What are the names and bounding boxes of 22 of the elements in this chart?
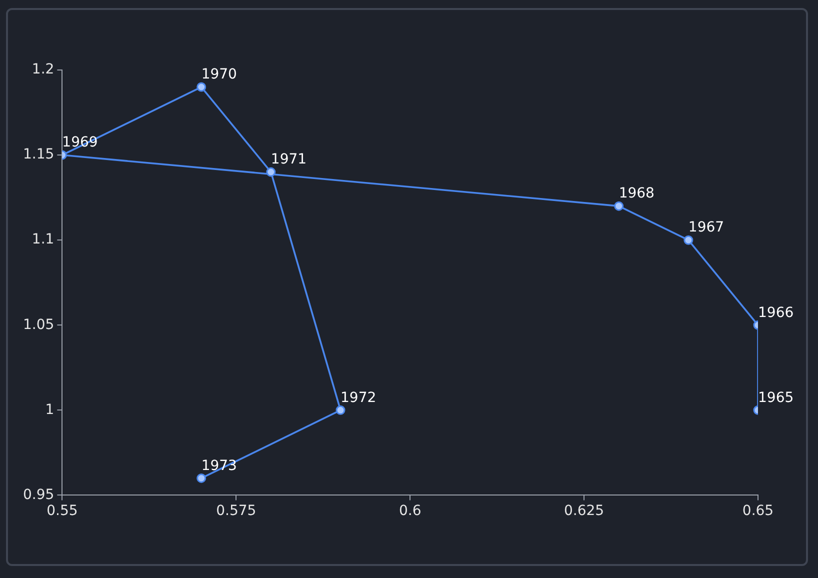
annotation: 1965 [758, 390, 794, 406]
x-tick-label: 0.625 [564, 503, 604, 520]
y-tick-label: 1.15 [23, 146, 54, 163]
x-tick-label: 0.575 [216, 503, 256, 520]
annotation: 1966 [758, 304, 794, 321]
annotation: 1972 [340, 390, 376, 406]
point [266, 167, 276, 177]
point [196, 473, 206, 483]
y-tick-label: 1.05 [23, 316, 54, 333]
x-tick-label: 0.65 [742, 503, 774, 520]
point [336, 405, 346, 415]
x-tick-label: 0.6 [398, 503, 422, 520]
y-tick-label: 0.95 [23, 486, 54, 503]
annotation: 1967 [688, 220, 724, 236]
y-tick-label: 1.1 [32, 232, 54, 248]
y-tick-label: 1 [45, 402, 54, 418]
x-tick-label: 0.55 [46, 503, 78, 520]
annotation: 1968 [618, 186, 654, 202]
annotation: 1970 [201, 66, 237, 83]
point [196, 82, 206, 92]
y-tick-label: 1.2 [32, 62, 54, 78]
annotation: 1971 [270, 152, 307, 168]
